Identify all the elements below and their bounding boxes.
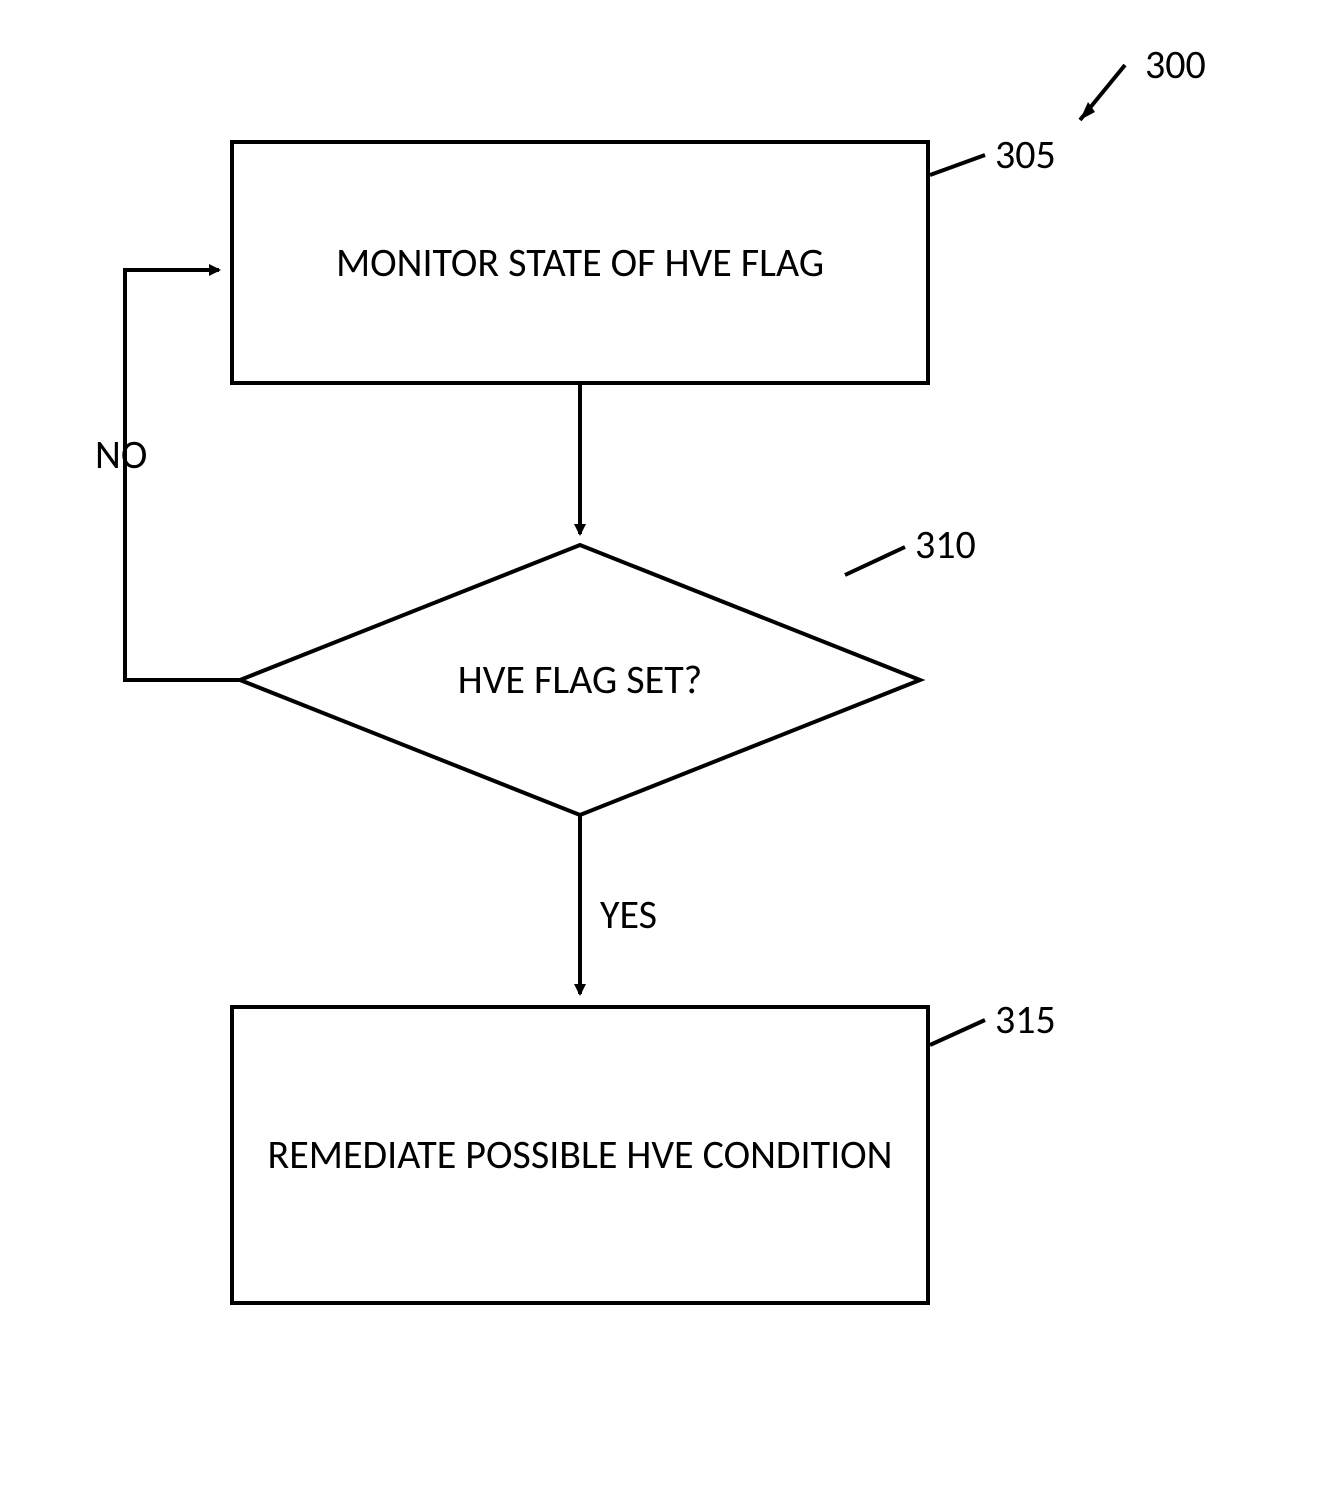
edge-no-label: NO [95,430,147,479]
ref-300-arrow [1080,65,1125,120]
ref-305: 305 [995,130,1056,179]
node-310-text-wrap: HVE FLAG SET? [240,620,920,740]
edge-yes-label: YES [600,890,657,939]
leader-305 [930,155,985,175]
flowchart-canvas: MONITOR STATE OF HVE FLAG HVE FLAG SET? … [0,0,1327,1497]
ref-315: 315 [995,995,1056,1044]
node-315-text: REMEDIATE POSSIBLE HVE CONDITION [248,1129,913,1181]
node-315: REMEDIATE POSSIBLE HVE CONDITION [230,1005,930,1305]
node-310-text: HVE FLAG SET? [438,654,722,706]
leader-315 [930,1020,985,1045]
node-305: MONITOR STATE OF HVE FLAG [230,140,930,385]
ref-310: 310 [915,520,976,569]
leader-310 [845,547,905,575]
node-305-text: MONITOR STATE OF HVE FLAG [316,237,844,289]
ref-300: 300 [1145,40,1206,89]
